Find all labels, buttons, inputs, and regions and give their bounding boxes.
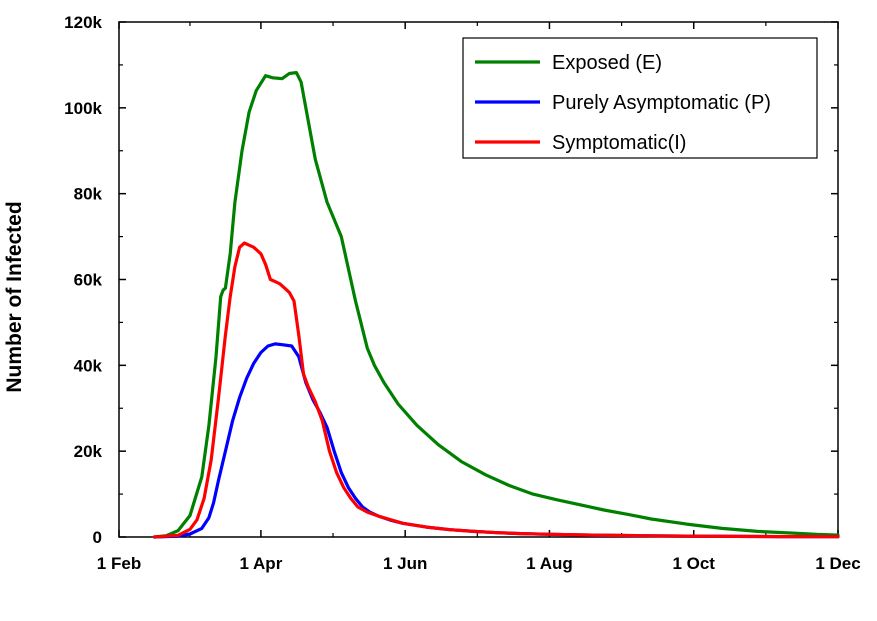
y-tick-label: 80k	[74, 185, 103, 204]
x-tick-label: 1 Feb	[97, 554, 141, 573]
x-tick-label: 1 Oct	[672, 554, 715, 573]
y-tick-label: 40k	[74, 356, 103, 375]
legend: Exposed (E) Purely Asymptomatic (P) Sympto…	[462, 37, 818, 159]
legend-label: Exposed (E)	[552, 52, 662, 74]
x-tick-label: 1 Apr	[239, 554, 282, 573]
series-layer	[152, 71, 840, 539]
series-line-symptomatic	[152, 241, 840, 539]
y-tick-label: 20k	[74, 442, 103, 461]
y-tick-label: 60k	[74, 271, 103, 290]
y-tick-label: 100k	[64, 99, 102, 118]
x-tick-label: 1 Jun	[383, 554, 427, 573]
tick-labels-layer: 1 Feb 1 Apr 1 Jun 1 Aug 1 Oct 1 Dec 0 20k 40k 60k…	[64, 13, 861, 573]
legend-label: Symptomatic(I)	[552, 132, 686, 154]
x-tick-label: 1 Aug	[526, 554, 573, 573]
legend-label: Purely Asymptomatic (P)	[552, 92, 771, 114]
series-line-asymptomatic	[152, 342, 840, 539]
series-line-exposed	[152, 71, 840, 539]
legend-box	[462, 37, 818, 159]
y-tick-label: 0	[93, 528, 102, 547]
y-axis-title: Number of Infected	[3, 201, 26, 392]
x-tick-label: 1 Dec	[815, 554, 860, 573]
y-tick-label: 120k	[64, 13, 102, 32]
